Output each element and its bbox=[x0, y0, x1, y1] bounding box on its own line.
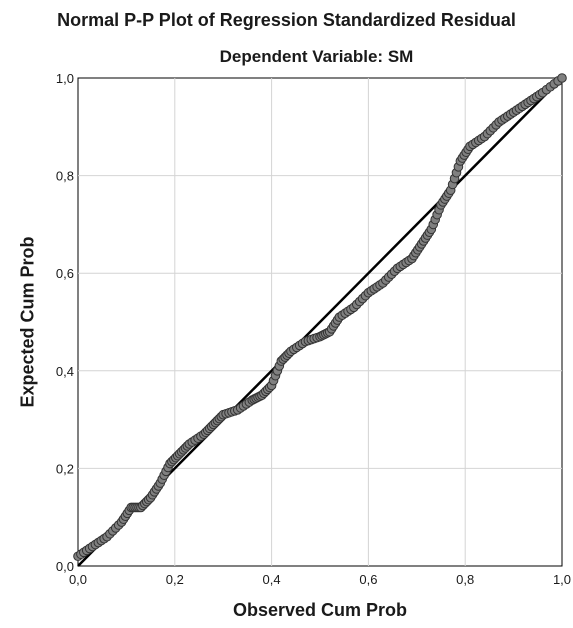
x-axis-label: Observed Cum Prob bbox=[232, 600, 408, 620]
x-tick-label: 0,8 bbox=[456, 572, 474, 587]
chart-title: Normal P-P Plot of Regression Standardiz… bbox=[57, 10, 516, 30]
x-tick-label: 1,0 bbox=[553, 572, 571, 587]
x-tick-label: 0,4 bbox=[263, 572, 281, 587]
y-tick-label: 0,6 bbox=[56, 266, 74, 281]
x-tick-label: 0,0 bbox=[69, 572, 87, 587]
y-tick-label: 0,2 bbox=[56, 461, 74, 476]
data-point bbox=[557, 73, 567, 83]
x-tick-label: 0,2 bbox=[166, 572, 184, 587]
y-axis-ticks: 0,0 0,2 0,4 0,6 0,8 1,0 bbox=[56, 71, 74, 574]
y-axis-label: Expected Cum Prob bbox=[17, 236, 38, 408]
y-tick-label: 0,8 bbox=[56, 169, 74, 184]
y-tick-label: 0,4 bbox=[56, 364, 74, 379]
chart-subtitle: Dependent Variable: SM bbox=[219, 47, 414, 66]
data-points bbox=[73, 73, 567, 562]
y-tick-label: 1,0 bbox=[56, 71, 74, 86]
y-tick-label: 0,0 bbox=[56, 559, 74, 574]
x-tick-label: 0,6 bbox=[359, 572, 377, 587]
x-axis-ticks: 0,0 0,2 0,4 0,6 0,8 1,0 bbox=[69, 572, 571, 587]
